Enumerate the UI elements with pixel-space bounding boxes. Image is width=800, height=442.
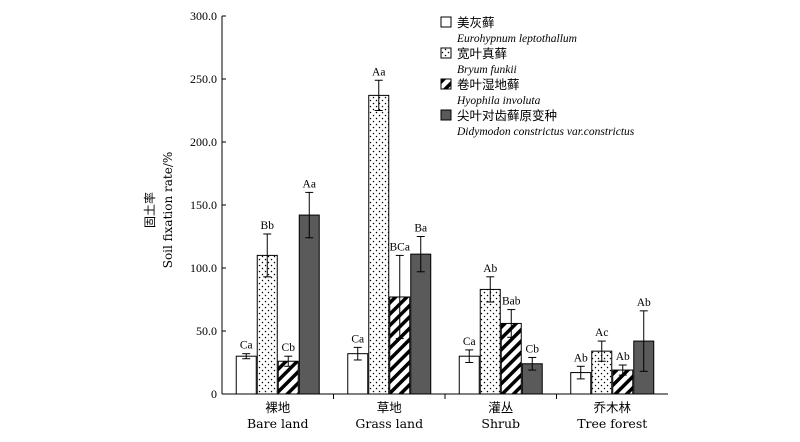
bar	[479, 288, 501, 395]
x-category-label-en: Bare land	[247, 416, 309, 431]
legend-latin-label: Eurohypnum leptothallum	[456, 33, 577, 45]
x-category-label-en: Tree forest	[577, 416, 647, 431]
y-axis-title-cn: 固土率	[142, 192, 157, 228]
significance-label: BCa	[390, 241, 410, 253]
legend-label: 宽叶真藓	[457, 46, 507, 61]
legend-label: 尖叶对齿藓原变种	[457, 108, 557, 123]
y-tick-label: 50.0	[196, 324, 217, 338]
significance-label: Ca	[351, 333, 364, 345]
significance-label: Ab	[574, 352, 588, 364]
x-category-label: 裸地	[265, 400, 291, 415]
y-tick-label: 150.0	[190, 198, 217, 212]
significance-label: Ab	[616, 351, 630, 363]
bar	[410, 253, 432, 395]
legend-swatch	[440, 78, 452, 90]
significance-label: Ac	[595, 327, 608, 339]
bar	[298, 214, 320, 395]
y-tick-label: 100.0	[190, 261, 217, 275]
x-category-label: 灌丛	[488, 400, 513, 415]
significance-label: Cb	[526, 343, 540, 355]
significance-label: Ca	[240, 340, 253, 352]
significance-label: Aa	[372, 66, 385, 78]
legend-swatch	[440, 109, 452, 121]
y-tick-label: 0	[211, 387, 217, 401]
significance-label: Ab	[637, 297, 651, 309]
legend-label: 美灰藓	[457, 15, 495, 30]
legend-label: 卷叶湿地藓	[457, 77, 520, 92]
y-tick-label: 300.0	[190, 9, 217, 23]
x-category-label: 草地	[377, 400, 403, 415]
significance-label: Cb	[282, 342, 296, 354]
significance-label: Ab	[483, 263, 497, 275]
significance-label: Ca	[463, 336, 476, 348]
significance-label: Aa	[303, 178, 316, 190]
bar	[235, 355, 257, 395]
legend-latin-label: Hyophila involuta	[456, 95, 541, 107]
y-tick-label: 250.0	[190, 72, 217, 86]
legend-latin-label: Didymodon constrictus var.constrictus	[456, 126, 635, 138]
significance-label: Bab	[502, 296, 521, 308]
legend-swatch	[440, 16, 452, 28]
y-axis-title: Soil fixation rate/%	[161, 152, 175, 269]
y-tick-label: 200.0	[190, 135, 217, 149]
bar	[368, 94, 390, 395]
legend-latin-label: Bryum funkii	[457, 64, 517, 76]
x-category-label: 乔木林	[593, 400, 631, 415]
significance-label: Ba	[414, 223, 427, 235]
significance-label: Bb	[261, 220, 275, 232]
x-category-label-en: Shrub	[481, 416, 520, 431]
x-category-label-en: Grass land	[355, 416, 423, 431]
legend-swatch	[440, 47, 452, 59]
